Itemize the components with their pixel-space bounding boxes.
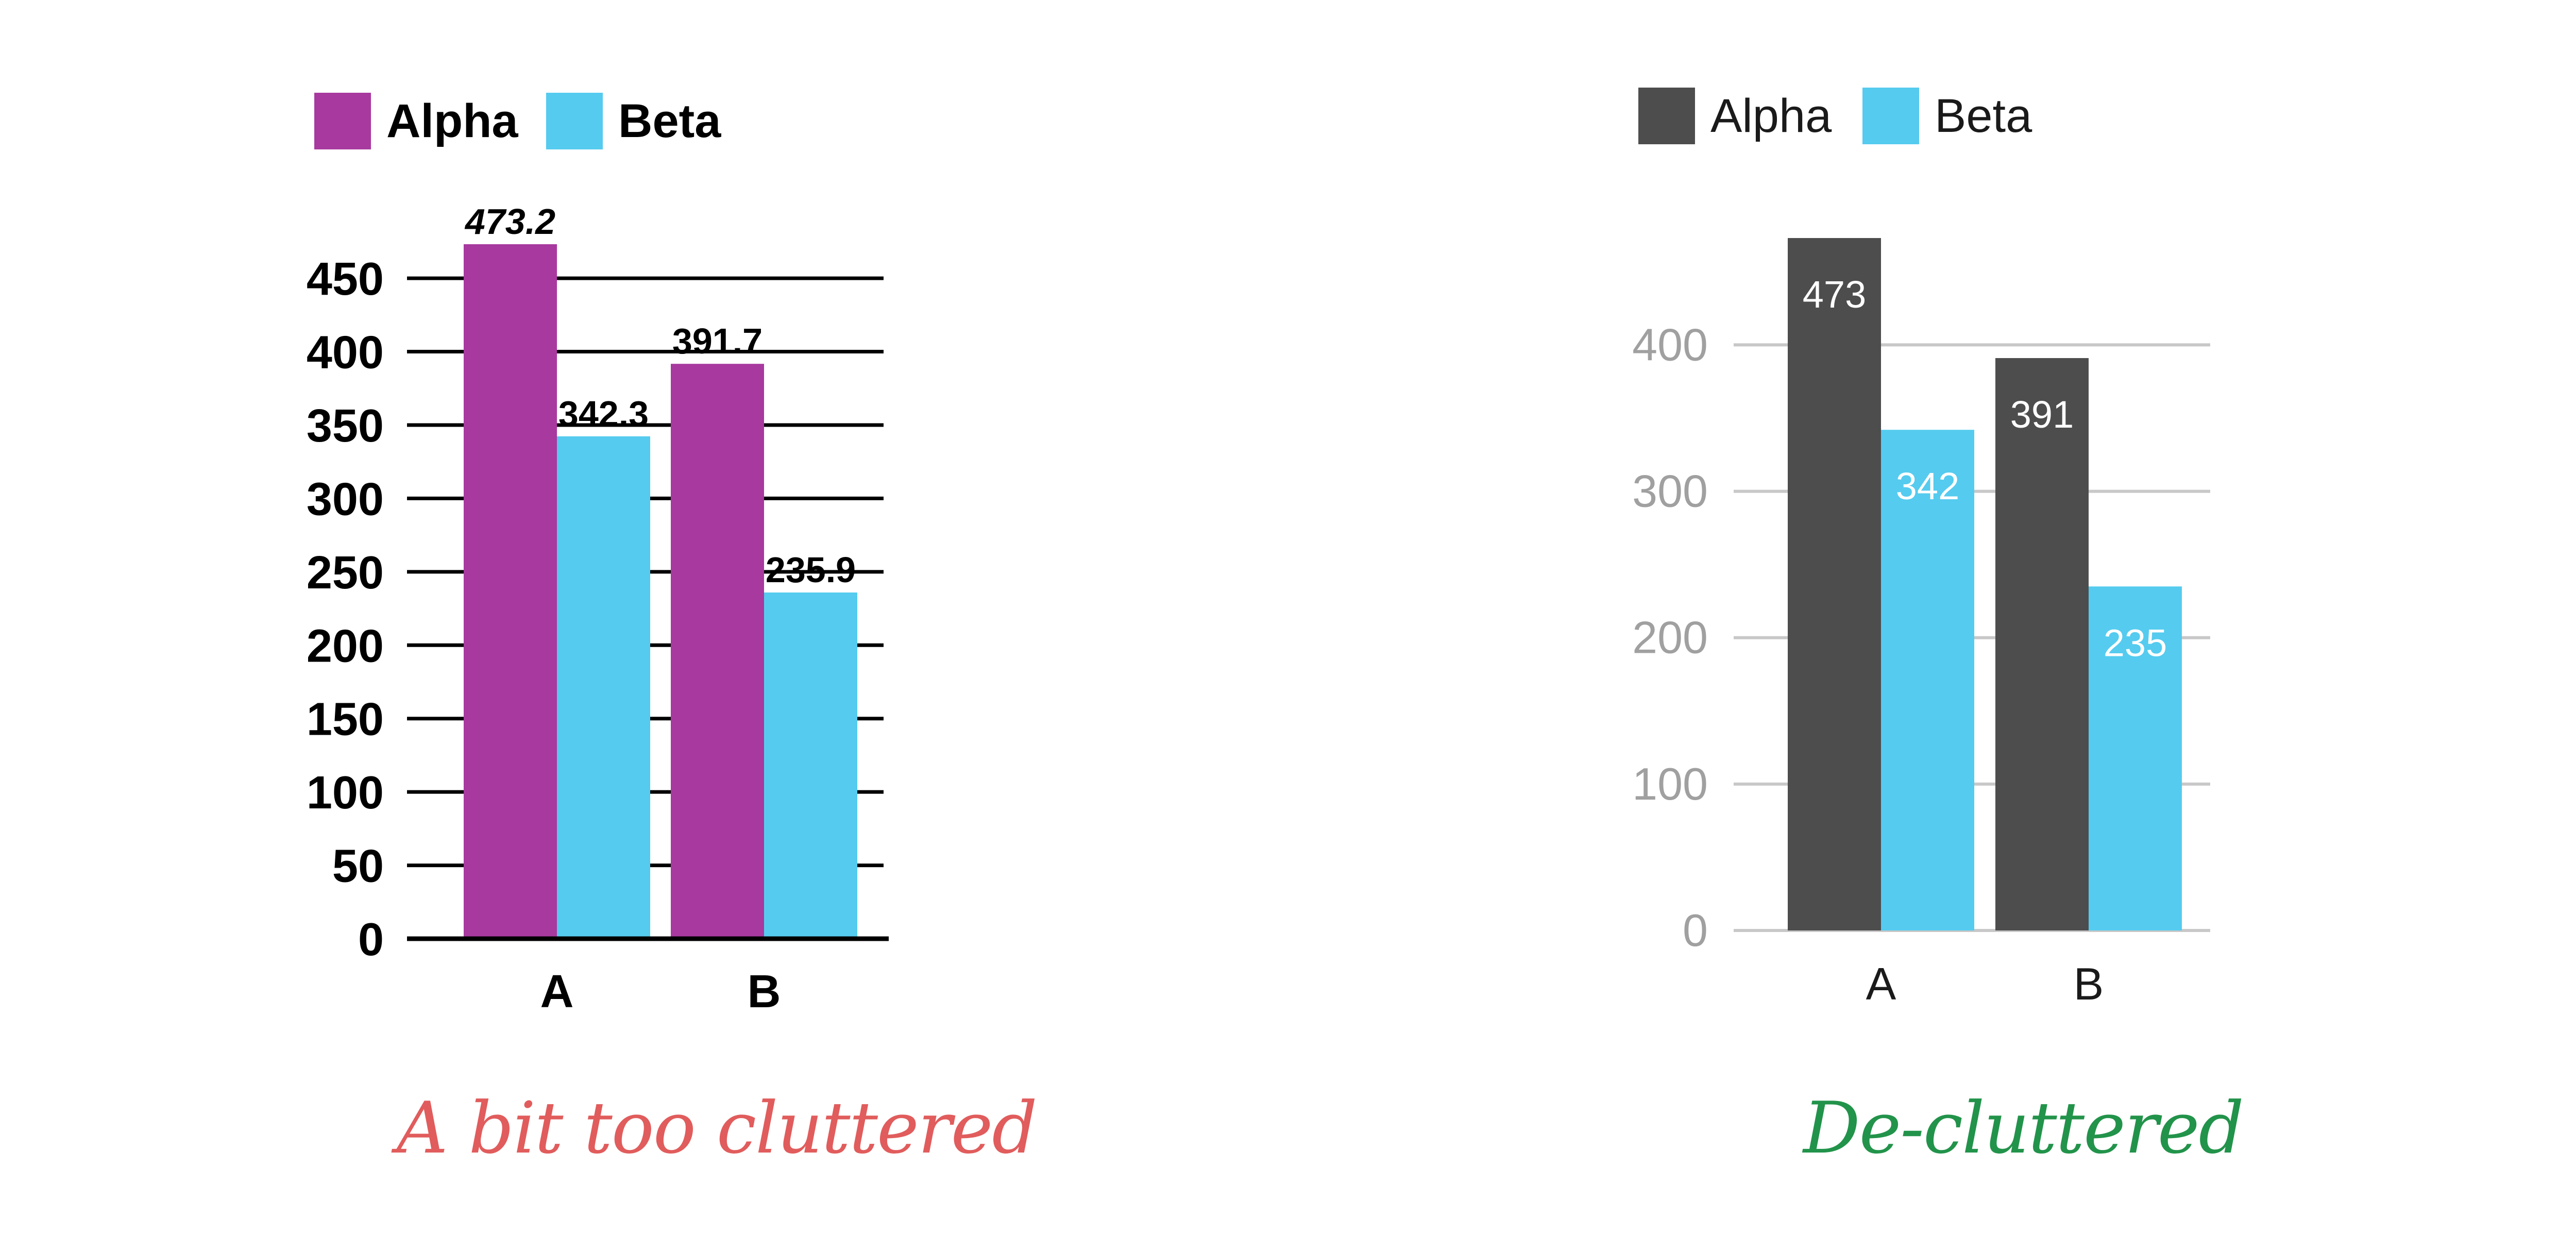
y-tick-label: 0 [358, 914, 384, 966]
bar-alpha-b [1995, 358, 2089, 931]
y-tick-label: 350 [307, 400, 384, 452]
legend-label-beta: Beta [618, 95, 721, 147]
decluttered-chart-panel: 0 100 200 300 400 473 342 A 391 235 B Alpha Beta De-… [1288, 0, 2576, 1253]
bar-alpha-a [464, 244, 557, 939]
data-label: 235 [2104, 621, 2167, 664]
x-category-label: B [2074, 958, 2104, 1009]
bar-alpha-a [1788, 238, 1881, 930]
bar-beta-b [764, 592, 857, 939]
y-tick-label: 250 [307, 547, 384, 599]
legend-label-alpha: Alpha [386, 95, 518, 147]
y-tick-label: 0 [1683, 905, 1708, 956]
legend-swatch-alpha [314, 93, 371, 149]
data-label: 391.7 [672, 321, 762, 361]
data-label: 235.9 [766, 550, 856, 590]
data-label: 391 [2010, 393, 2074, 436]
cluttered-bar-chart: 0 50 100 150 200 250 300 350 400 450 473.2 342.3 A 39… [307, 93, 889, 1018]
y-tick-label: 200 [1632, 612, 1708, 663]
x-category-label: A [540, 966, 574, 1018]
y-tick-label: 300 [307, 473, 384, 525]
bar-beta-b [2089, 586, 2182, 930]
bar-beta-a [1881, 430, 1974, 930]
y-tick-label: 50 [332, 841, 384, 892]
decluttered-bar-chart: 0 100 200 300 400 473 342 A 391 235 B Alpha Beta [1632, 88, 2210, 1009]
x-category-label: A [1866, 958, 1896, 1009]
legend-label-alpha: Alpha [1710, 90, 1832, 142]
y-tick-label: 150 [307, 694, 384, 746]
data-label: 473 [1803, 273, 1866, 316]
cluttered-chart-panel: 0 50 100 150 200 250 300 350 400 450 473.2 342.3 A 39… [307, 93, 1038, 1170]
y-tick-label: 300 [1632, 466, 1708, 517]
x-category-label: B [748, 966, 781, 1018]
y-tick-label: 400 [307, 327, 384, 379]
bar-alpha-b [671, 364, 764, 939]
y-tick-label: 200 [307, 620, 384, 672]
cluttered-caption: A bit too cluttered [397, 1087, 1038, 1170]
y-tick-label: 400 [1632, 319, 1708, 370]
legend-label-beta: Beta [1935, 90, 2032, 142]
data-label: 342 [1896, 465, 1959, 507]
bar-beta-a [557, 436, 650, 939]
data-label: 342.3 [558, 394, 649, 434]
decluttered-caption: De-cluttered [1803, 1087, 2244, 1170]
legend-swatch-beta [546, 93, 603, 149]
y-tick-label: 100 [1632, 758, 1708, 809]
data-label: 473.2 [464, 201, 555, 242]
legend-swatch-alpha [1638, 88, 1695, 144]
y-tick-label: 450 [307, 253, 384, 305]
legend-swatch-beta [1862, 88, 1919, 144]
y-tick-label: 100 [307, 767, 384, 819]
